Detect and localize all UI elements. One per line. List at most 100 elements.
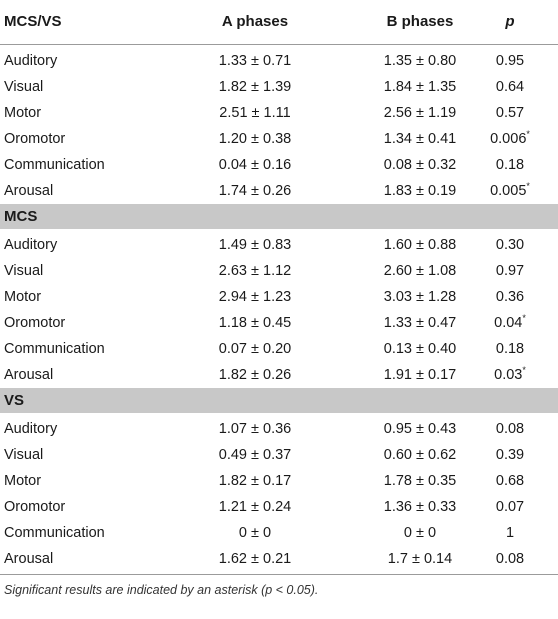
a-phases-value: 1.74 ± 0.26 <box>218 183 292 199</box>
p-value-cell: 0.07 <box>470 494 550 520</box>
measure-name: Oromotor <box>4 499 66 515</box>
b-phases-value: 0.13 ± 0.40 <box>383 341 457 357</box>
measure-name: Communication <box>4 157 105 173</box>
b-phases-value: 1.60 ± 0.88 <box>383 237 457 253</box>
p-value-cell: 0.08 <box>470 546 550 572</box>
b-phases-value: 0.08 ± 0.32 <box>383 157 457 173</box>
p-value: 0.97 <box>495 263 525 279</box>
p-value-cell: 0.005* <box>470 178 550 204</box>
p-value-cell: 0.36 <box>470 284 550 310</box>
row-group: Auditory 1.07 ± 0.36 0.95 ± 0.43 0.08 Visual… <box>0 413 558 572</box>
a-phases-value: 1.18 ± 0.45 <box>218 315 292 331</box>
p-value-cell: 0.39 <box>470 442 550 468</box>
a-phases-value: 1.21 ± 0.24 <box>218 499 292 515</box>
p-value-cell: 0.57 <box>470 100 550 126</box>
a-phases-value: 1.82 ± 0.17 <box>218 473 292 489</box>
b-phases-value: 1.36 ± 0.33 <box>383 499 457 515</box>
b-phases-value: 1.33 ± 0.47 <box>383 315 457 331</box>
table-row: Motor 1.82 ± 0.17 1.78 ± 0.35 0.68 <box>0 468 558 494</box>
table-row: Visual 0.49 ± 0.37 0.60 ± 0.62 0.39 <box>0 442 558 468</box>
a-phases-value: 1.49 ± 0.83 <box>218 237 292 253</box>
table-body: Auditory 1.33 ± 0.71 1.35 ± 0.80 0.95 Visual… <box>0 45 558 572</box>
a-phases-value: 2.51 ± 1.11 <box>219 105 291 121</box>
measure-name: Visual <box>4 447 44 463</box>
p-value: 0.18 <box>495 157 525 173</box>
table-row: Motor 2.51 ± 1.11 2.56 ± 1.19 0.57 <box>0 100 558 126</box>
row-group: Auditory 1.49 ± 0.83 1.60 ± 0.88 0.30 Visual… <box>0 229 558 388</box>
b-phases-value: 1.91 ± 0.17 <box>383 367 457 383</box>
b-phases-value: 1.84 ± 1.35 <box>383 79 457 95</box>
p-value-cell: 0.04* <box>470 310 550 336</box>
table-row: Auditory 1.49 ± 0.83 1.60 ± 0.88 0.30 <box>0 232 558 258</box>
a-phases-value: 1.62 ± 0.21 <box>218 551 292 567</box>
p-value: 0.95 <box>495 53 525 69</box>
p-value: 0.04 <box>494 315 523 331</box>
table-row: Communication 0 ± 0 0 ± 0 1 <box>0 520 558 546</box>
p-value: 1 <box>505 525 515 541</box>
table-row: Visual 2.63 ± 1.12 2.60 ± 1.08 0.97 <box>0 258 558 284</box>
measure-name: Arousal <box>4 367 54 383</box>
a-phases-value: 0.07 ± 0.20 <box>218 341 292 357</box>
table-row: Motor 2.94 ± 1.23 3.03 ± 1.28 0.36 <box>0 284 558 310</box>
measure-name: Oromotor <box>4 315 66 331</box>
b-phases-value: 1.34 ± 0.41 <box>383 131 457 147</box>
b-phases-value: 1.7 ± 0.14 <box>387 551 453 567</box>
p-value-cell: 0.30 <box>470 232 550 258</box>
p-value-cell: 0.08 <box>470 416 550 442</box>
header-group-label: MCS/VS <box>4 13 62 30</box>
significance-asterisk: * <box>522 365 526 376</box>
section-header: VS <box>0 388 558 413</box>
p-value: 0.03 <box>494 367 523 383</box>
p-value: 0.57 <box>495 105 525 121</box>
measure-name: Motor <box>4 289 42 305</box>
section-header: MCS <box>0 204 558 229</box>
header-p-value: p <box>505 13 515 30</box>
p-value: 0.68 <box>495 473 525 489</box>
measure-name: Visual <box>4 79 44 95</box>
header-b-phases: B phases <box>386 13 454 30</box>
p-value: 0.07 <box>495 499 525 515</box>
p-value-cell: 0.68 <box>470 468 550 494</box>
p-value-cell: 1 <box>470 520 550 546</box>
p-value-cell: 0.03* <box>470 362 550 388</box>
a-phases-value: 0.49 ± 0.37 <box>218 447 292 463</box>
b-phases-value: 3.03 ± 1.28 <box>383 289 457 305</box>
a-phases-value: 1.33 ± 0.71 <box>218 53 292 69</box>
table-row: Arousal 1.62 ± 0.21 1.7 ± 0.14 0.08 <box>0 546 558 572</box>
table-row: Arousal 1.82 ± 0.26 1.91 ± 0.17 0.03* <box>0 362 558 388</box>
section-label: MCS <box>4 208 38 225</box>
measure-name: Communication <box>4 341 105 357</box>
a-phases-value: 1.07 ± 0.36 <box>218 421 292 437</box>
measure-name: Motor <box>4 105 42 121</box>
b-phases-value: 1.35 ± 0.80 <box>383 53 457 69</box>
measure-name: Auditory <box>4 237 58 253</box>
table-row: Auditory 1.33 ± 0.71 1.35 ± 0.80 0.95 <box>0 48 558 74</box>
row-group: Auditory 1.33 ± 0.71 1.35 ± 0.80 0.95 Visual… <box>0 45 558 204</box>
measure-name: Communication <box>4 525 105 541</box>
p-value-cell: 0.64 <box>470 74 550 100</box>
footnote: Significant results are indicated by an … <box>4 583 319 597</box>
p-value-cell: 0.006* <box>470 126 550 152</box>
table-header: MCS/VS A phases B phases p <box>0 0 558 45</box>
header-a-phases: A phases <box>221 13 289 30</box>
p-value-cell: 0.97 <box>470 258 550 284</box>
p-value: 0.005 <box>490 183 527 199</box>
p-value-cell: 0.18 <box>470 336 550 362</box>
p-value: 0.08 <box>495 551 525 567</box>
section-label: VS <box>4 392 25 409</box>
a-phases-value: 2.63 ± 1.12 <box>218 263 292 279</box>
a-phases-value: 2.94 ± 1.23 <box>218 289 292 305</box>
b-phases-value: 2.60 ± 1.08 <box>383 263 457 279</box>
a-phases-value: 0.04 ± 0.16 <box>218 157 292 173</box>
p-value: 0.39 <box>495 447 525 463</box>
p-value: 0.18 <box>495 341 525 357</box>
p-value: 0.64 <box>495 79 525 95</box>
significance-asterisk: * <box>526 129 530 140</box>
significance-asterisk: * <box>526 181 530 192</box>
b-phases-value: 0.95 ± 0.43 <box>383 421 457 437</box>
table-row: Communication 0.04 ± 0.16 0.08 ± 0.32 0.18 <box>0 152 558 178</box>
b-phases-value: 1.83 ± 0.19 <box>383 183 457 199</box>
a-phases-value: 1.82 ± 0.26 <box>218 367 292 383</box>
measure-name: Arousal <box>4 183 54 199</box>
b-phases-value: 0.60 ± 0.62 <box>383 447 457 463</box>
